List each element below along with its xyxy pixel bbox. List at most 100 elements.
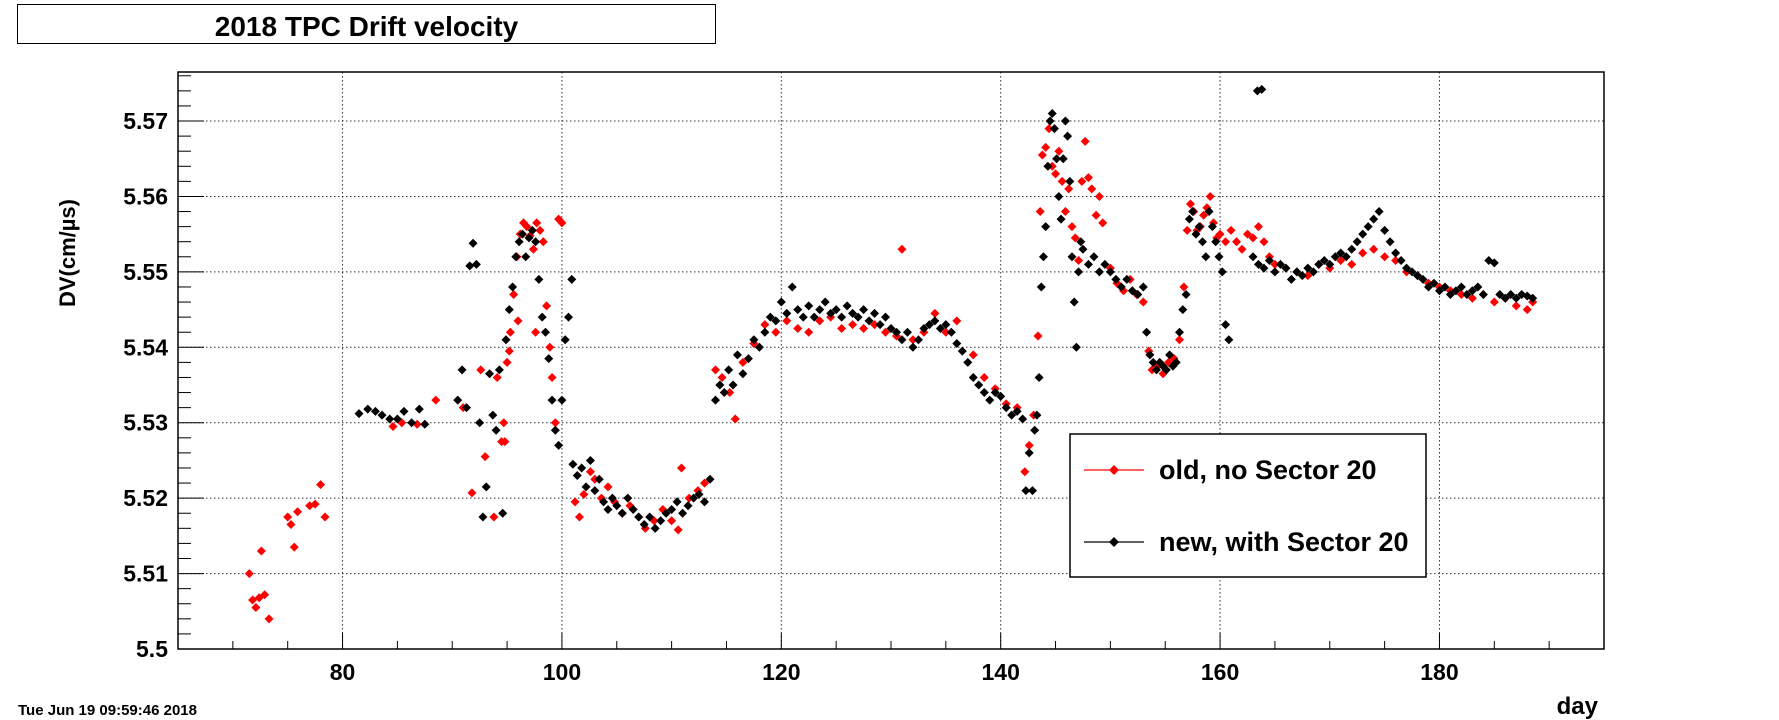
data-points xyxy=(244,84,1538,624)
data-point xyxy=(952,316,962,326)
data-point xyxy=(476,365,486,375)
data-point xyxy=(1358,229,1368,239)
data-point xyxy=(1314,259,1324,269)
data-point xyxy=(1248,233,1258,243)
data-point xyxy=(749,335,759,345)
data-point xyxy=(1281,263,1291,273)
data-point xyxy=(1341,252,1351,262)
data-point xyxy=(1063,131,1073,141)
data-point xyxy=(725,388,735,398)
chart-title-box: 2018 TPC Drift velocity xyxy=(17,4,716,44)
data-point xyxy=(1380,252,1390,262)
data-point xyxy=(798,312,808,322)
data-point xyxy=(1495,290,1505,300)
data-point xyxy=(968,350,978,360)
data-point xyxy=(924,320,934,330)
data-point xyxy=(1034,372,1044,382)
data-point xyxy=(1045,116,1055,126)
data-point xyxy=(564,312,574,322)
data-point xyxy=(1358,248,1368,258)
data-point xyxy=(485,369,495,379)
data-point xyxy=(1347,259,1357,269)
data-point xyxy=(517,229,527,239)
data-point xyxy=(815,316,825,326)
data-point xyxy=(705,474,715,484)
data-point xyxy=(574,512,584,522)
data-point xyxy=(1074,256,1084,266)
data-point xyxy=(831,305,841,315)
data-point xyxy=(1151,365,1161,375)
data-point xyxy=(531,327,541,337)
data-point xyxy=(1083,173,1093,183)
data-point xyxy=(1224,335,1234,345)
data-point xyxy=(985,395,995,405)
data-point xyxy=(941,327,951,337)
data-point xyxy=(715,380,725,390)
data-point xyxy=(859,323,869,333)
data-point xyxy=(1336,256,1346,266)
data-point xyxy=(1094,267,1104,277)
data-point xyxy=(1007,410,1017,420)
data-point xyxy=(787,282,797,292)
data-point xyxy=(826,308,836,318)
data-point xyxy=(1511,301,1521,311)
data-point xyxy=(500,437,510,447)
data-point xyxy=(1303,271,1313,281)
data-point xyxy=(1030,425,1040,435)
data-point xyxy=(717,372,727,382)
data-point xyxy=(1396,256,1406,266)
data-point xyxy=(1074,267,1084,277)
data-point xyxy=(1330,252,1340,262)
data-point xyxy=(572,471,582,481)
data-point xyxy=(700,478,710,488)
data-point xyxy=(1105,267,1115,277)
data-point xyxy=(457,365,467,375)
data-point xyxy=(1174,335,1184,345)
data-point xyxy=(579,489,589,499)
data-point xyxy=(771,327,781,337)
data-point xyxy=(1286,274,1296,284)
data-point xyxy=(1185,199,1195,209)
data-point xyxy=(656,516,666,526)
data-point xyxy=(617,508,627,518)
data-point xyxy=(465,261,475,271)
data-point xyxy=(1319,256,1329,266)
y-tick-label: 5.53 xyxy=(123,410,168,436)
data-point xyxy=(683,501,693,511)
data-point xyxy=(853,312,863,322)
data-point xyxy=(1489,258,1499,268)
data-point xyxy=(1035,207,1045,217)
data-point xyxy=(461,403,471,413)
data-point xyxy=(1012,406,1022,416)
y-tick-label: 5.51 xyxy=(123,561,168,587)
data-point xyxy=(1352,237,1362,247)
data-point xyxy=(560,335,570,345)
data-point xyxy=(1051,169,1061,179)
data-point xyxy=(1201,252,1211,262)
data-point xyxy=(1047,108,1057,118)
data-point xyxy=(504,346,514,356)
data-point xyxy=(509,290,519,300)
data-point xyxy=(1270,259,1280,269)
data-point xyxy=(1020,467,1030,477)
data-point xyxy=(710,395,720,405)
data-point xyxy=(1028,486,1038,496)
data-point xyxy=(908,335,918,345)
data-point xyxy=(743,354,753,364)
data-point xyxy=(1077,176,1087,186)
data-point xyxy=(957,346,967,356)
data-point xyxy=(489,512,499,522)
data-point xyxy=(908,342,918,352)
data-point xyxy=(1217,267,1227,277)
data-point xyxy=(527,225,537,235)
data-point xyxy=(612,501,622,511)
data-point xyxy=(1122,274,1132,284)
data-point xyxy=(570,497,580,507)
data-point xyxy=(1204,207,1214,217)
y-axis-label: DV(cm/µs) xyxy=(55,199,80,307)
data-point xyxy=(930,316,940,326)
data-point xyxy=(1056,214,1066,224)
data-point xyxy=(508,282,518,292)
data-point xyxy=(1456,290,1466,300)
data-point xyxy=(1021,486,1031,496)
